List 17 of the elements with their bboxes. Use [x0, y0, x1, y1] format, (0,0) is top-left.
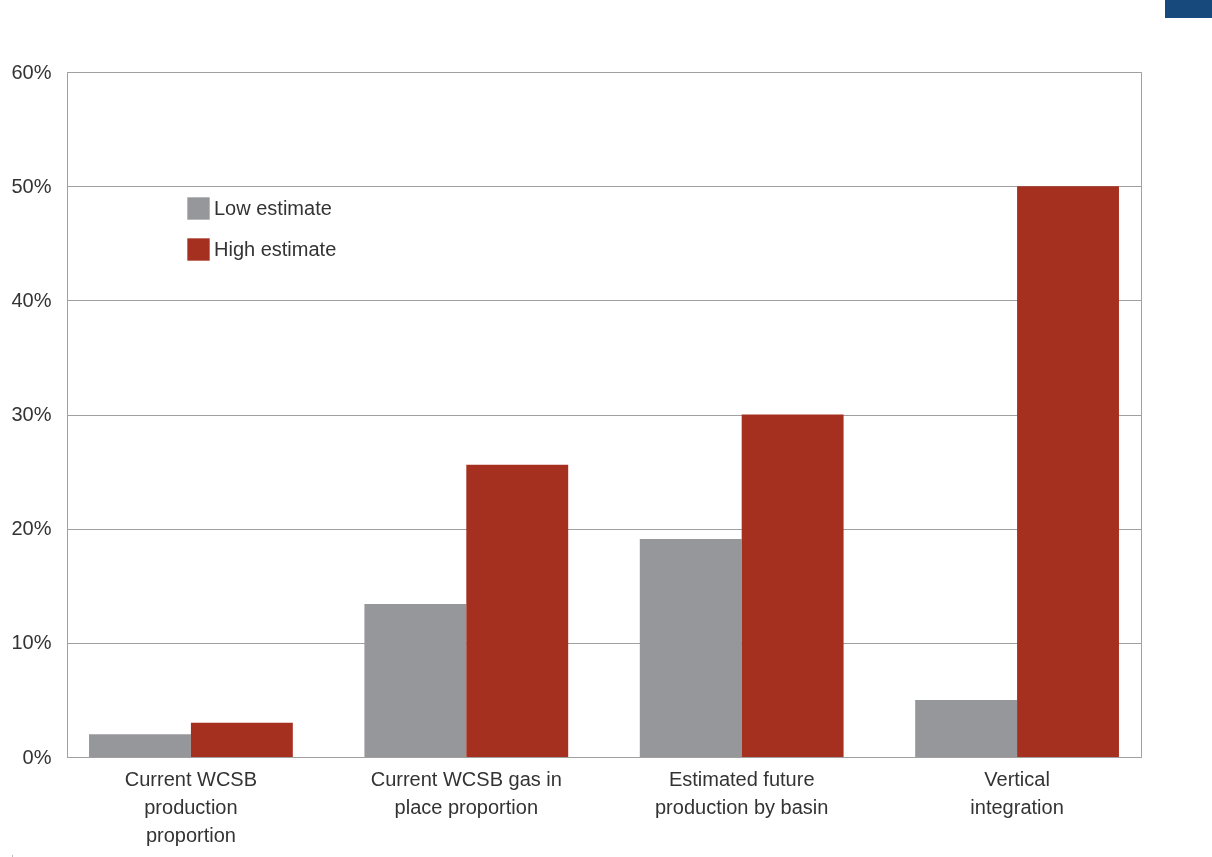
y-tick-label: 20%: [11, 517, 52, 540]
y-tick-label: 10%: [11, 631, 52, 654]
legend-label: Low estimate: [214, 196, 332, 219]
y-tick-label: 0%: [22, 745, 52, 768]
y-tick-label: 50%: [11, 174, 52, 197]
x-tick-label: Vertical integration: [970, 767, 1064, 818]
x-tick-label: Estimated future production by basin: [654, 767, 829, 818]
x-tick-label: Current WCSB gas in place proportion: [370, 767, 562, 818]
y-tick-label: 60%: [11, 60, 52, 83]
bar: [466, 464, 569, 757]
bar: [190, 722, 293, 757]
y-tick-label: 40%: [11, 288, 52, 311]
bar: [741, 414, 844, 757]
y-tick-label: 30%: [11, 403, 52, 425]
x-tick-label: Current WCSB production proportion: [124, 767, 258, 846]
legend-label: High estimate: [214, 237, 337, 260]
bar: [1017, 186, 1119, 757]
